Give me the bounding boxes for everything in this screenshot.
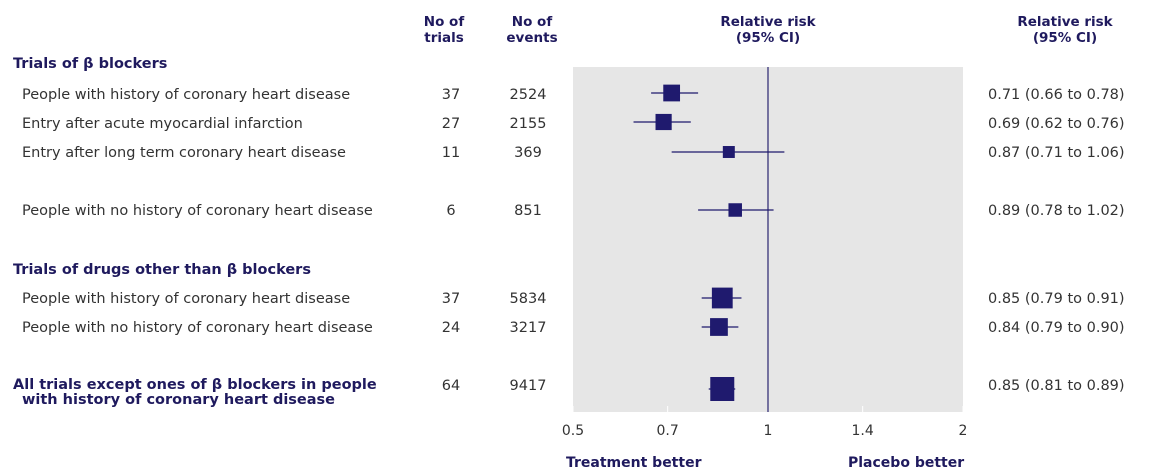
relative-risk-text: 0.85 (0.81 to 0.89) (988, 378, 1125, 394)
header-relative-risk-text: Relative risk (95% CI) (1017, 14, 1113, 46)
row-label: Entry after long term coronary heart dis… (22, 145, 346, 161)
point-estimate-marker (710, 318, 728, 336)
header-trials: No of trials (423, 14, 465, 46)
axis-tick-label: 0.5 (562, 423, 584, 439)
point-estimate-marker (728, 203, 742, 217)
relative-risk-text: 0.71 (0.66 to 0.78) (988, 87, 1125, 103)
row-label: Entry after acute myocardial infarction (22, 116, 303, 132)
group-heading: Trials of β blockers (13, 56, 168, 72)
trials-count: 27 (441, 116, 461, 132)
relative-risk-text: 0.87 (0.71 to 1.06) (988, 145, 1125, 161)
axis-tick-label: 2 (959, 423, 968, 439)
row-label: People with no history of coronary heart… (22, 320, 373, 336)
point-estimate-marker (711, 287, 733, 309)
axis-tick-label: 0.7 (657, 423, 679, 439)
events-count: 5834 (509, 291, 547, 307)
treatment-better-caption: Treatment better (566, 455, 702, 471)
events-count: 2524 (509, 87, 547, 103)
events-count: 851 (514, 203, 542, 219)
point-estimate-marker (722, 146, 735, 158)
trials-count: 64 (441, 378, 461, 394)
events-count: 3217 (509, 320, 547, 336)
row-label: People with history of coronary heart di… (22, 87, 351, 103)
trials-count: 37 (441, 291, 461, 307)
events-count: 2155 (509, 116, 547, 132)
axis-tick-label: 1 (764, 423, 773, 439)
point-estimate-marker (710, 377, 735, 401)
relative-risk-text: 0.84 (0.79 to 0.90) (988, 320, 1125, 336)
trials-count: 24 (441, 320, 461, 336)
events-count: 9417 (509, 378, 547, 394)
point-estimate-marker (655, 113, 672, 131)
placebo-better-caption: Placebo better (848, 455, 965, 471)
relative-risk-text: 0.89 (0.78 to 1.02) (988, 203, 1125, 219)
trials-count: 11 (441, 145, 461, 161)
header-relative-risk-plot: Relative risk (95% CI) (720, 14, 816, 46)
group-heading: Trials of drugs other than β blockers (13, 262, 311, 278)
point-estimate-marker (663, 84, 681, 102)
row-label: People with no history of coronary heart… (22, 203, 373, 219)
row-label: People with history of coronary heart di… (22, 291, 351, 307)
trials-count: 6 (446, 203, 456, 219)
row-label-overall: All trials except ones of β blockers in … (13, 377, 377, 408)
relative-risk-text: 0.85 (0.79 to 0.91) (988, 291, 1125, 307)
axis-tick-label: 1.4 (852, 423, 874, 439)
header-events: No of events (506, 14, 558, 46)
events-count: 369 (514, 145, 542, 161)
relative-risk-text: 0.69 (0.62 to 0.76) (988, 116, 1125, 132)
trials-count: 37 (441, 87, 461, 103)
